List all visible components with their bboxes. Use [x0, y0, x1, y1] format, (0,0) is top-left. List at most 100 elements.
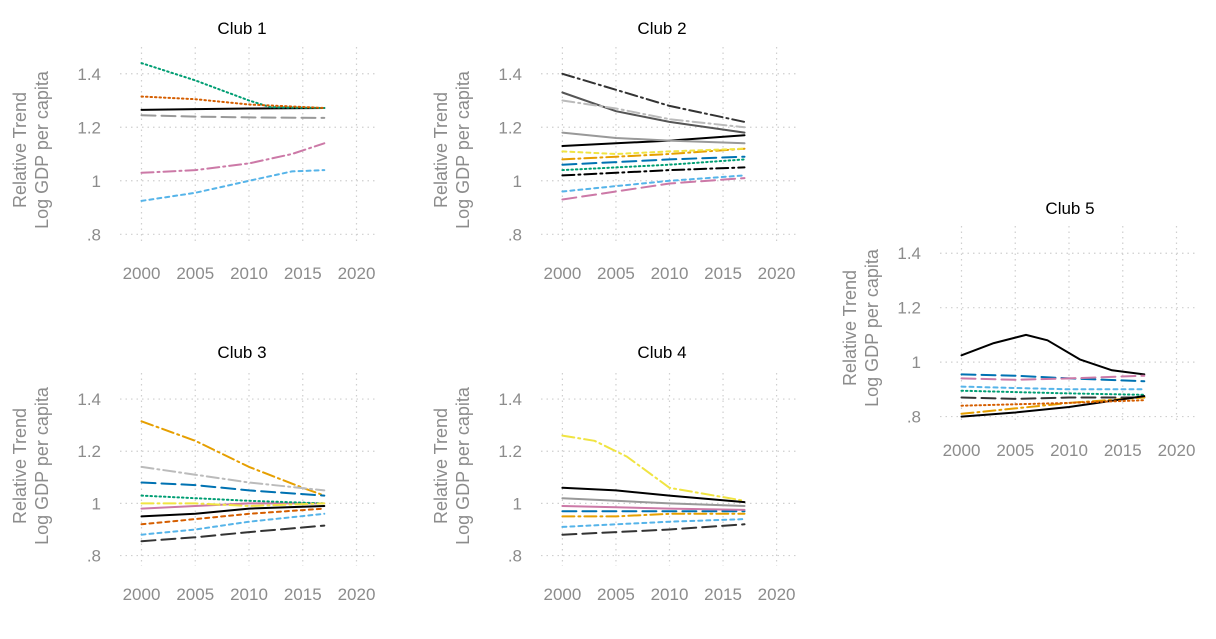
series-line: [561, 523, 746, 536]
series-line: [140, 465, 326, 492]
series-line: [960, 396, 1146, 415]
y-tick-label: 1.2: [77, 118, 101, 137]
series-line: [140, 502, 326, 507]
series-line: [140, 114, 326, 119]
series-line: [561, 147, 746, 161]
series-line: [140, 512, 326, 536]
series-line: [561, 131, 746, 145]
series-line: [140, 481, 326, 497]
x-tick-label: 2000: [544, 585, 582, 604]
x-tick-label: 2005: [176, 585, 214, 604]
y-tick-label: 1.2: [498, 118, 522, 137]
y-axis-label: Relative Trend: [431, 408, 451, 524]
panel-club-1: 2000 2005 2010 2015 2020 .8 1 1.2 1.4 Club 1 Relat…: [10, 19, 378, 283]
y-axis-label: Relative Trend: [840, 270, 860, 386]
x-tick-label: 2005: [597, 264, 635, 283]
x-tick-label: 2010: [651, 264, 689, 283]
x-tick-label: 2020: [338, 264, 376, 283]
series-line: [140, 62, 326, 109]
y-tick-label: .8: [87, 225, 101, 244]
panel-title: Club 5: [1045, 199, 1094, 218]
series-line: [561, 99, 746, 129]
y-axis-label: Log GDP per capita: [453, 386, 473, 545]
y-tick-label: .8: [508, 225, 522, 244]
x-tick-label: 2015: [704, 264, 742, 283]
series-line: [960, 373, 1146, 383]
y-axis-label: Log GDP per capita: [32, 70, 52, 229]
y-axis-label: Relative Trend: [10, 408, 30, 524]
x-tick-label: 2000: [123, 264, 161, 283]
series-line: [140, 507, 326, 526]
series-line: [140, 524, 326, 543]
series-line: [960, 396, 1146, 400]
y-tick-label: 1: [513, 494, 522, 513]
x-tick-label: 2000: [943, 441, 981, 460]
y-tick-label: .8: [87, 547, 101, 566]
series-line: [561, 147, 746, 155]
panel-club-4: 2000 2005 2010 2015 2020 .8 1 1.2 1.4 Club 4 Relat…: [431, 343, 798, 604]
y-axis-label: Relative Trend: [431, 92, 451, 208]
panel-title: Club 4: [637, 343, 686, 362]
x-tick-label: 2015: [704, 585, 742, 604]
x-tick-label: 2020: [758, 585, 796, 604]
panel-club-3: 2000 2005 2010 2015 2020 .8 1 1.2 1.4 Club 3 Relat…: [10, 343, 378, 604]
y-tick-label: 1.4: [498, 390, 522, 409]
x-tick-label: 2005: [597, 585, 635, 604]
panel-club-5: 2000 2005 2010 2015 2020 .8 1 1.2 1.4 Club 5 Relat…: [840, 199, 1198, 460]
x-tick-label: 2010: [230, 264, 268, 283]
y-tick-label: 1.4: [77, 390, 101, 409]
series-line: [561, 174, 746, 193]
y-tick-label: .8: [907, 408, 921, 427]
x-tick-label: 2015: [284, 585, 322, 604]
panel-title: Club 3: [217, 343, 266, 362]
series-line: [561, 91, 746, 134]
y-tick-label: .8: [508, 547, 522, 566]
x-tick-label: 2010: [230, 585, 268, 604]
series-line: [561, 518, 746, 528]
x-tick-label: 2005: [996, 441, 1034, 460]
series-line: [140, 142, 326, 174]
series-line: [561, 72, 746, 123]
y-tick-label: 1: [92, 172, 101, 191]
y-tick-label: 1: [513, 172, 522, 191]
series-line: [960, 374, 1146, 381]
x-tick-label: 2020: [338, 585, 376, 604]
y-tick-label: 1.4: [498, 65, 522, 84]
y-tick-label: 1.4: [77, 65, 101, 84]
panel-club-2: 2000 2005 2010 2015 2020 .8 1 1.2 1.4 Club 2 Relat…: [431, 19, 798, 283]
series-line: [561, 155, 746, 166]
series-line: [561, 177, 746, 201]
y-axis-label: Log GDP per capita: [453, 70, 473, 229]
y-tick-label: 1.2: [498, 442, 522, 461]
series-line: [960, 399, 1146, 407]
series-line: [561, 512, 746, 518]
x-tick-label: 2000: [123, 585, 161, 604]
series-line: [140, 505, 326, 518]
y-tick-label: 1: [92, 494, 101, 513]
series-line: [960, 333, 1146, 376]
series-line: [561, 497, 746, 507]
series-line: [140, 494, 326, 505]
panel-title: Club 2: [637, 19, 686, 38]
series-line: [561, 486, 746, 504]
x-tick-label: 2005: [176, 264, 214, 283]
x-tick-label: 2020: [758, 264, 796, 283]
series-line: [960, 385, 1146, 391]
series-line: [140, 95, 326, 109]
y-axis-label: Log GDP per capita: [32, 386, 52, 545]
y-axis-label: Log GDP per capita: [862, 248, 882, 407]
y-axis-label: Relative Trend: [10, 92, 30, 208]
series-line: [561, 134, 746, 147]
x-tick-label: 2000: [544, 264, 582, 283]
series-line: [140, 420, 326, 497]
series-line: [140, 502, 326, 510]
x-tick-label: 2015: [1104, 441, 1142, 460]
series-line: [561, 434, 746, 502]
y-tick-label: 1.4: [897, 244, 921, 263]
y-tick-label: 1.2: [897, 299, 921, 318]
x-tick-label: 2010: [651, 585, 689, 604]
x-tick-label: 2020: [1158, 441, 1196, 460]
series-line: [561, 166, 746, 177]
series-line: [140, 169, 326, 202]
